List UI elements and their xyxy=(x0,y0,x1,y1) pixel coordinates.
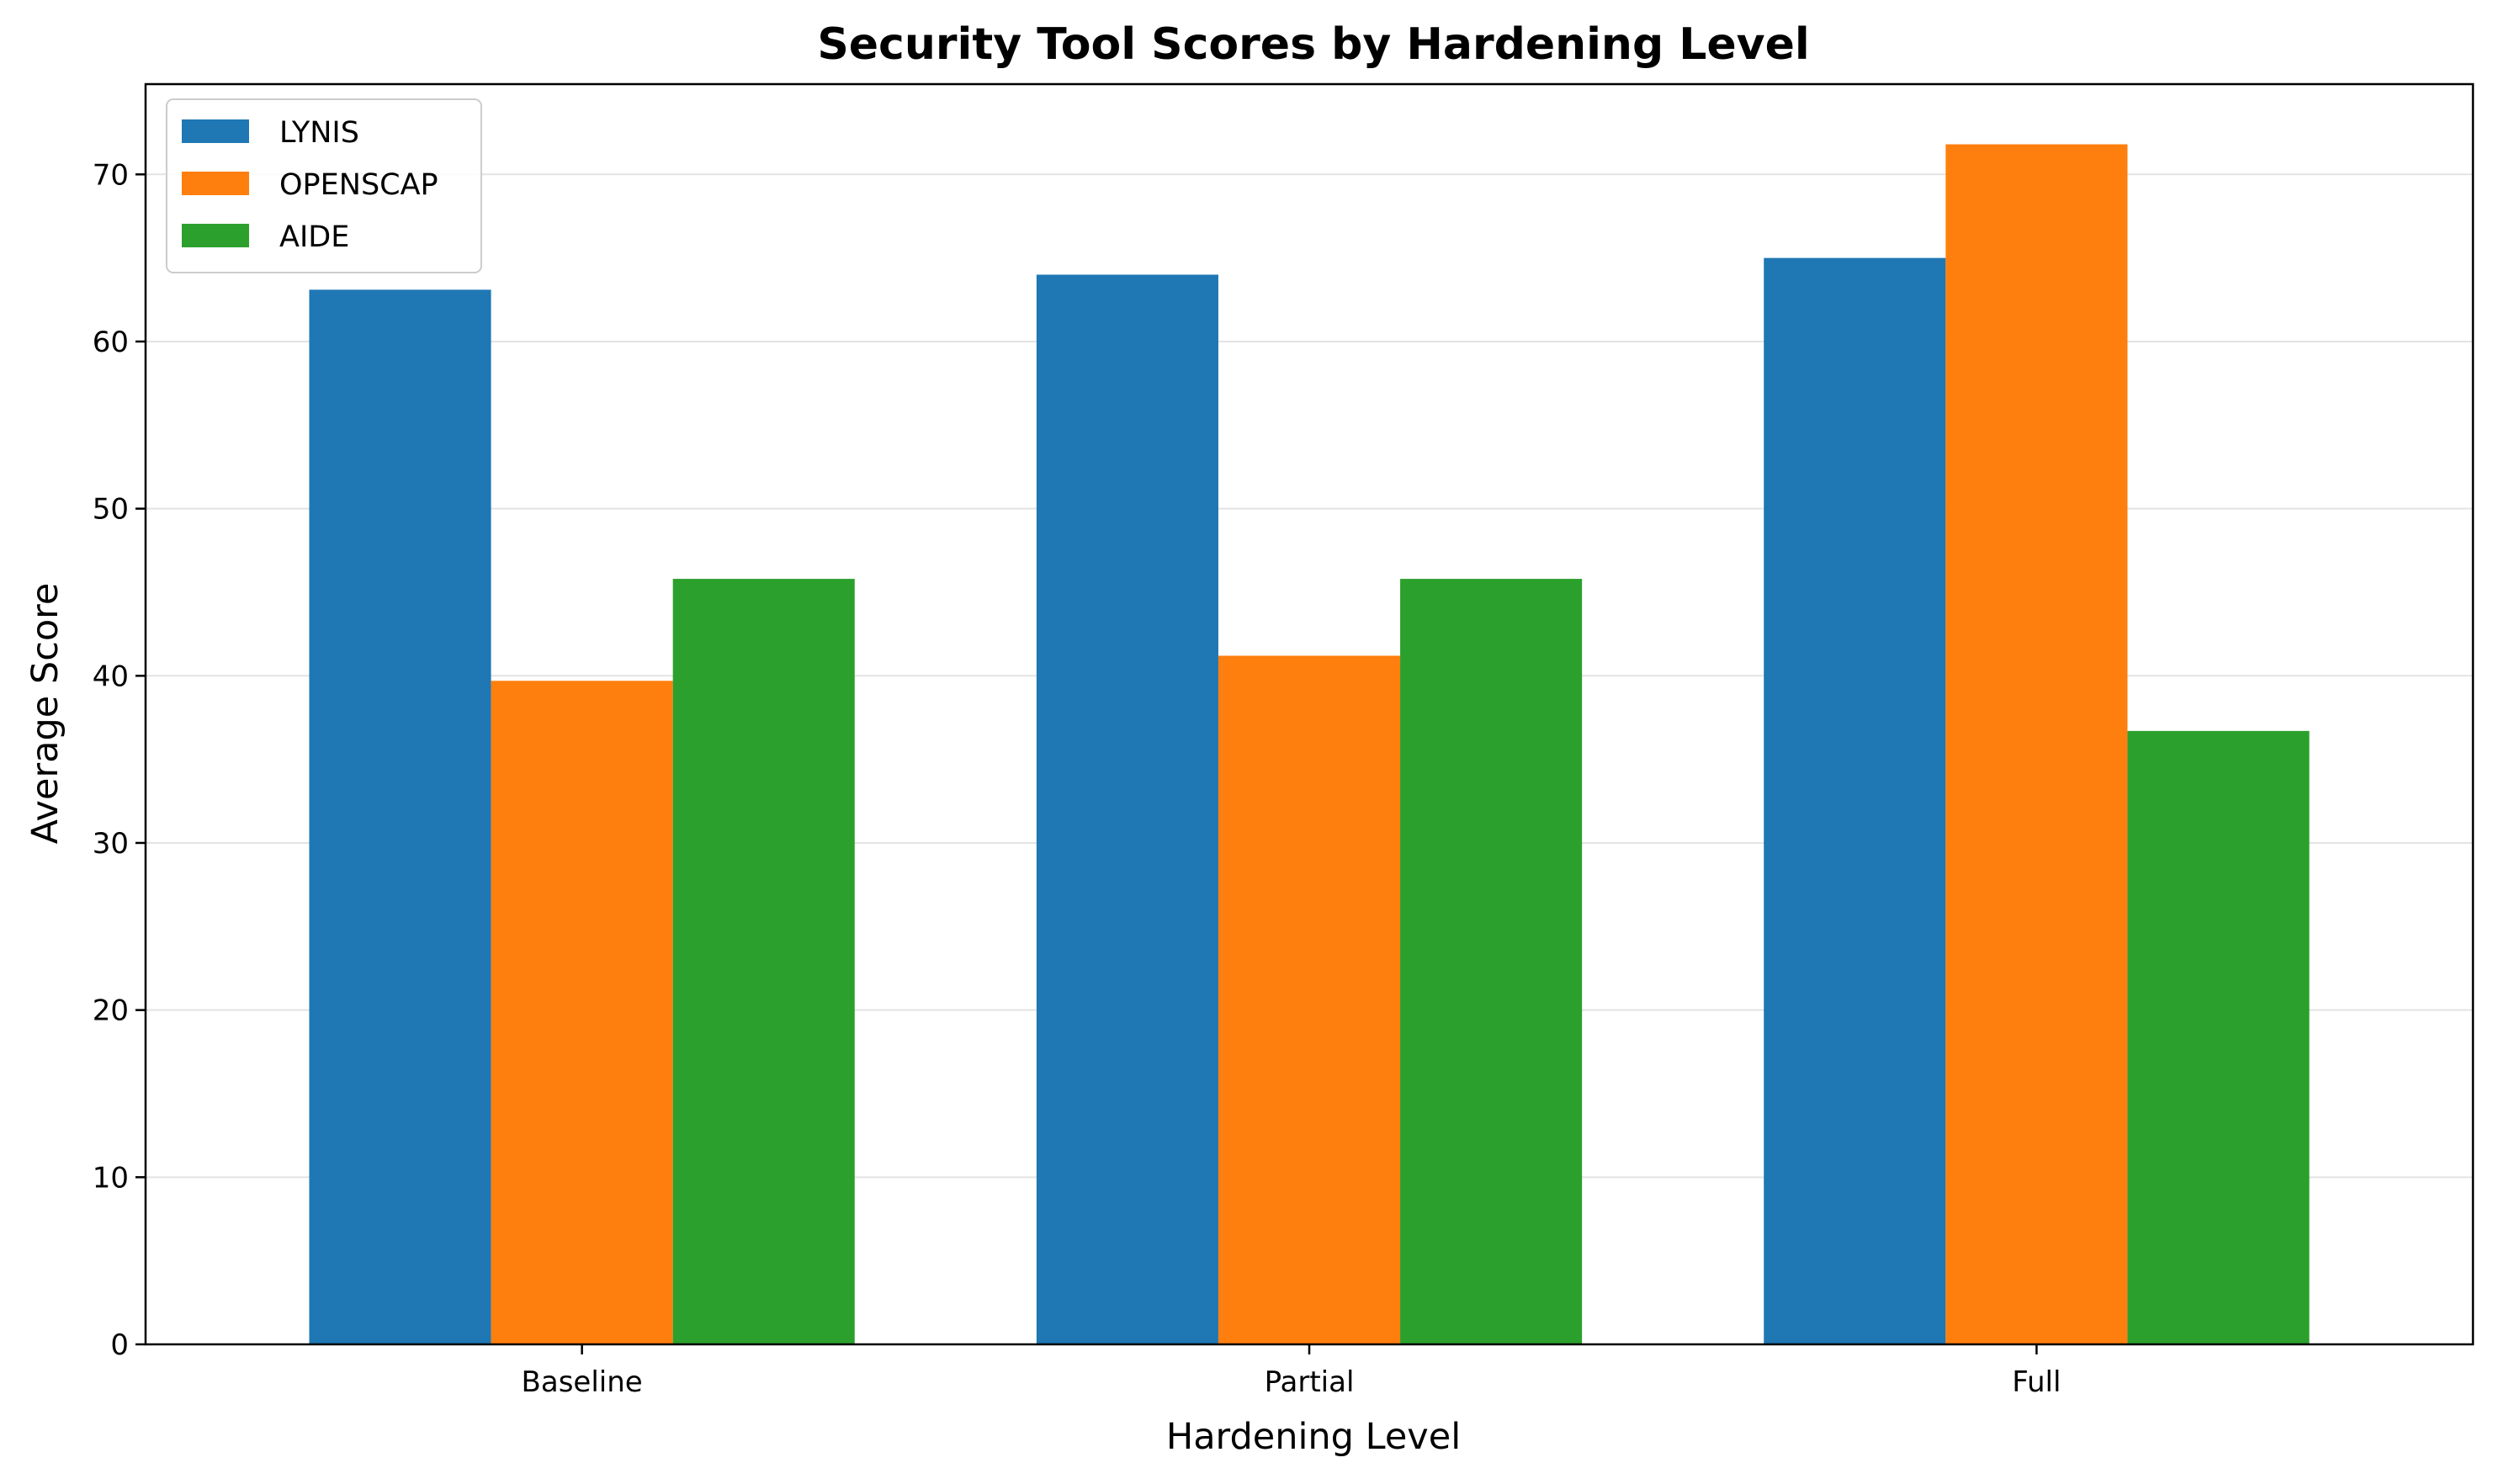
bar-aide-partial xyxy=(1400,579,1583,1344)
y-tick-label: 40 xyxy=(93,660,129,693)
y-tick-label: 50 xyxy=(93,493,129,527)
bar-aide-full xyxy=(2127,730,2310,1344)
bar-lynis-baseline xyxy=(309,289,491,1345)
legend-label: AIDE xyxy=(279,220,349,254)
bar-aide-baseline xyxy=(672,579,855,1344)
y-tick-label: 70 xyxy=(93,158,129,192)
x-axis-label: Hardening Level xyxy=(1166,1416,1461,1458)
bar-openscap-full xyxy=(1945,144,2128,1344)
y-axis-label: Average Score xyxy=(24,583,66,845)
y-tick-label: 10 xyxy=(93,1161,129,1195)
y-axis: 0 10 20 30 40 50 60 70 xyxy=(93,158,146,1362)
legend: LYNIS OPENSCAP AIDE xyxy=(166,98,482,273)
y-tick-label: 0 xyxy=(110,1328,129,1362)
y-tick-label: 30 xyxy=(93,827,129,861)
x-tick-label: Full xyxy=(2012,1365,2061,1399)
x-axis: Baseline Partial Full xyxy=(522,1344,2061,1399)
legend-swatch xyxy=(182,172,249,195)
bar-lynis-full xyxy=(1764,257,1946,1344)
y-tick-label: 20 xyxy=(93,994,129,1028)
y-tick-label: 60 xyxy=(93,326,129,359)
bar-openscap-partial xyxy=(1218,655,1401,1344)
legend-swatch xyxy=(182,119,249,143)
bars xyxy=(309,144,2310,1345)
legend-label: LYNIS xyxy=(279,116,359,150)
bar-lynis-partial xyxy=(1036,274,1218,1345)
chart-title: Security Tool Scores by Hardening Level xyxy=(817,19,1809,70)
legend-label: OPENSCAP xyxy=(279,168,438,202)
x-tick-label: Partial xyxy=(1265,1365,1355,1399)
x-tick-label: Baseline xyxy=(522,1365,643,1399)
legend-swatch xyxy=(182,224,249,247)
bar-openscap-baseline xyxy=(491,681,673,1344)
